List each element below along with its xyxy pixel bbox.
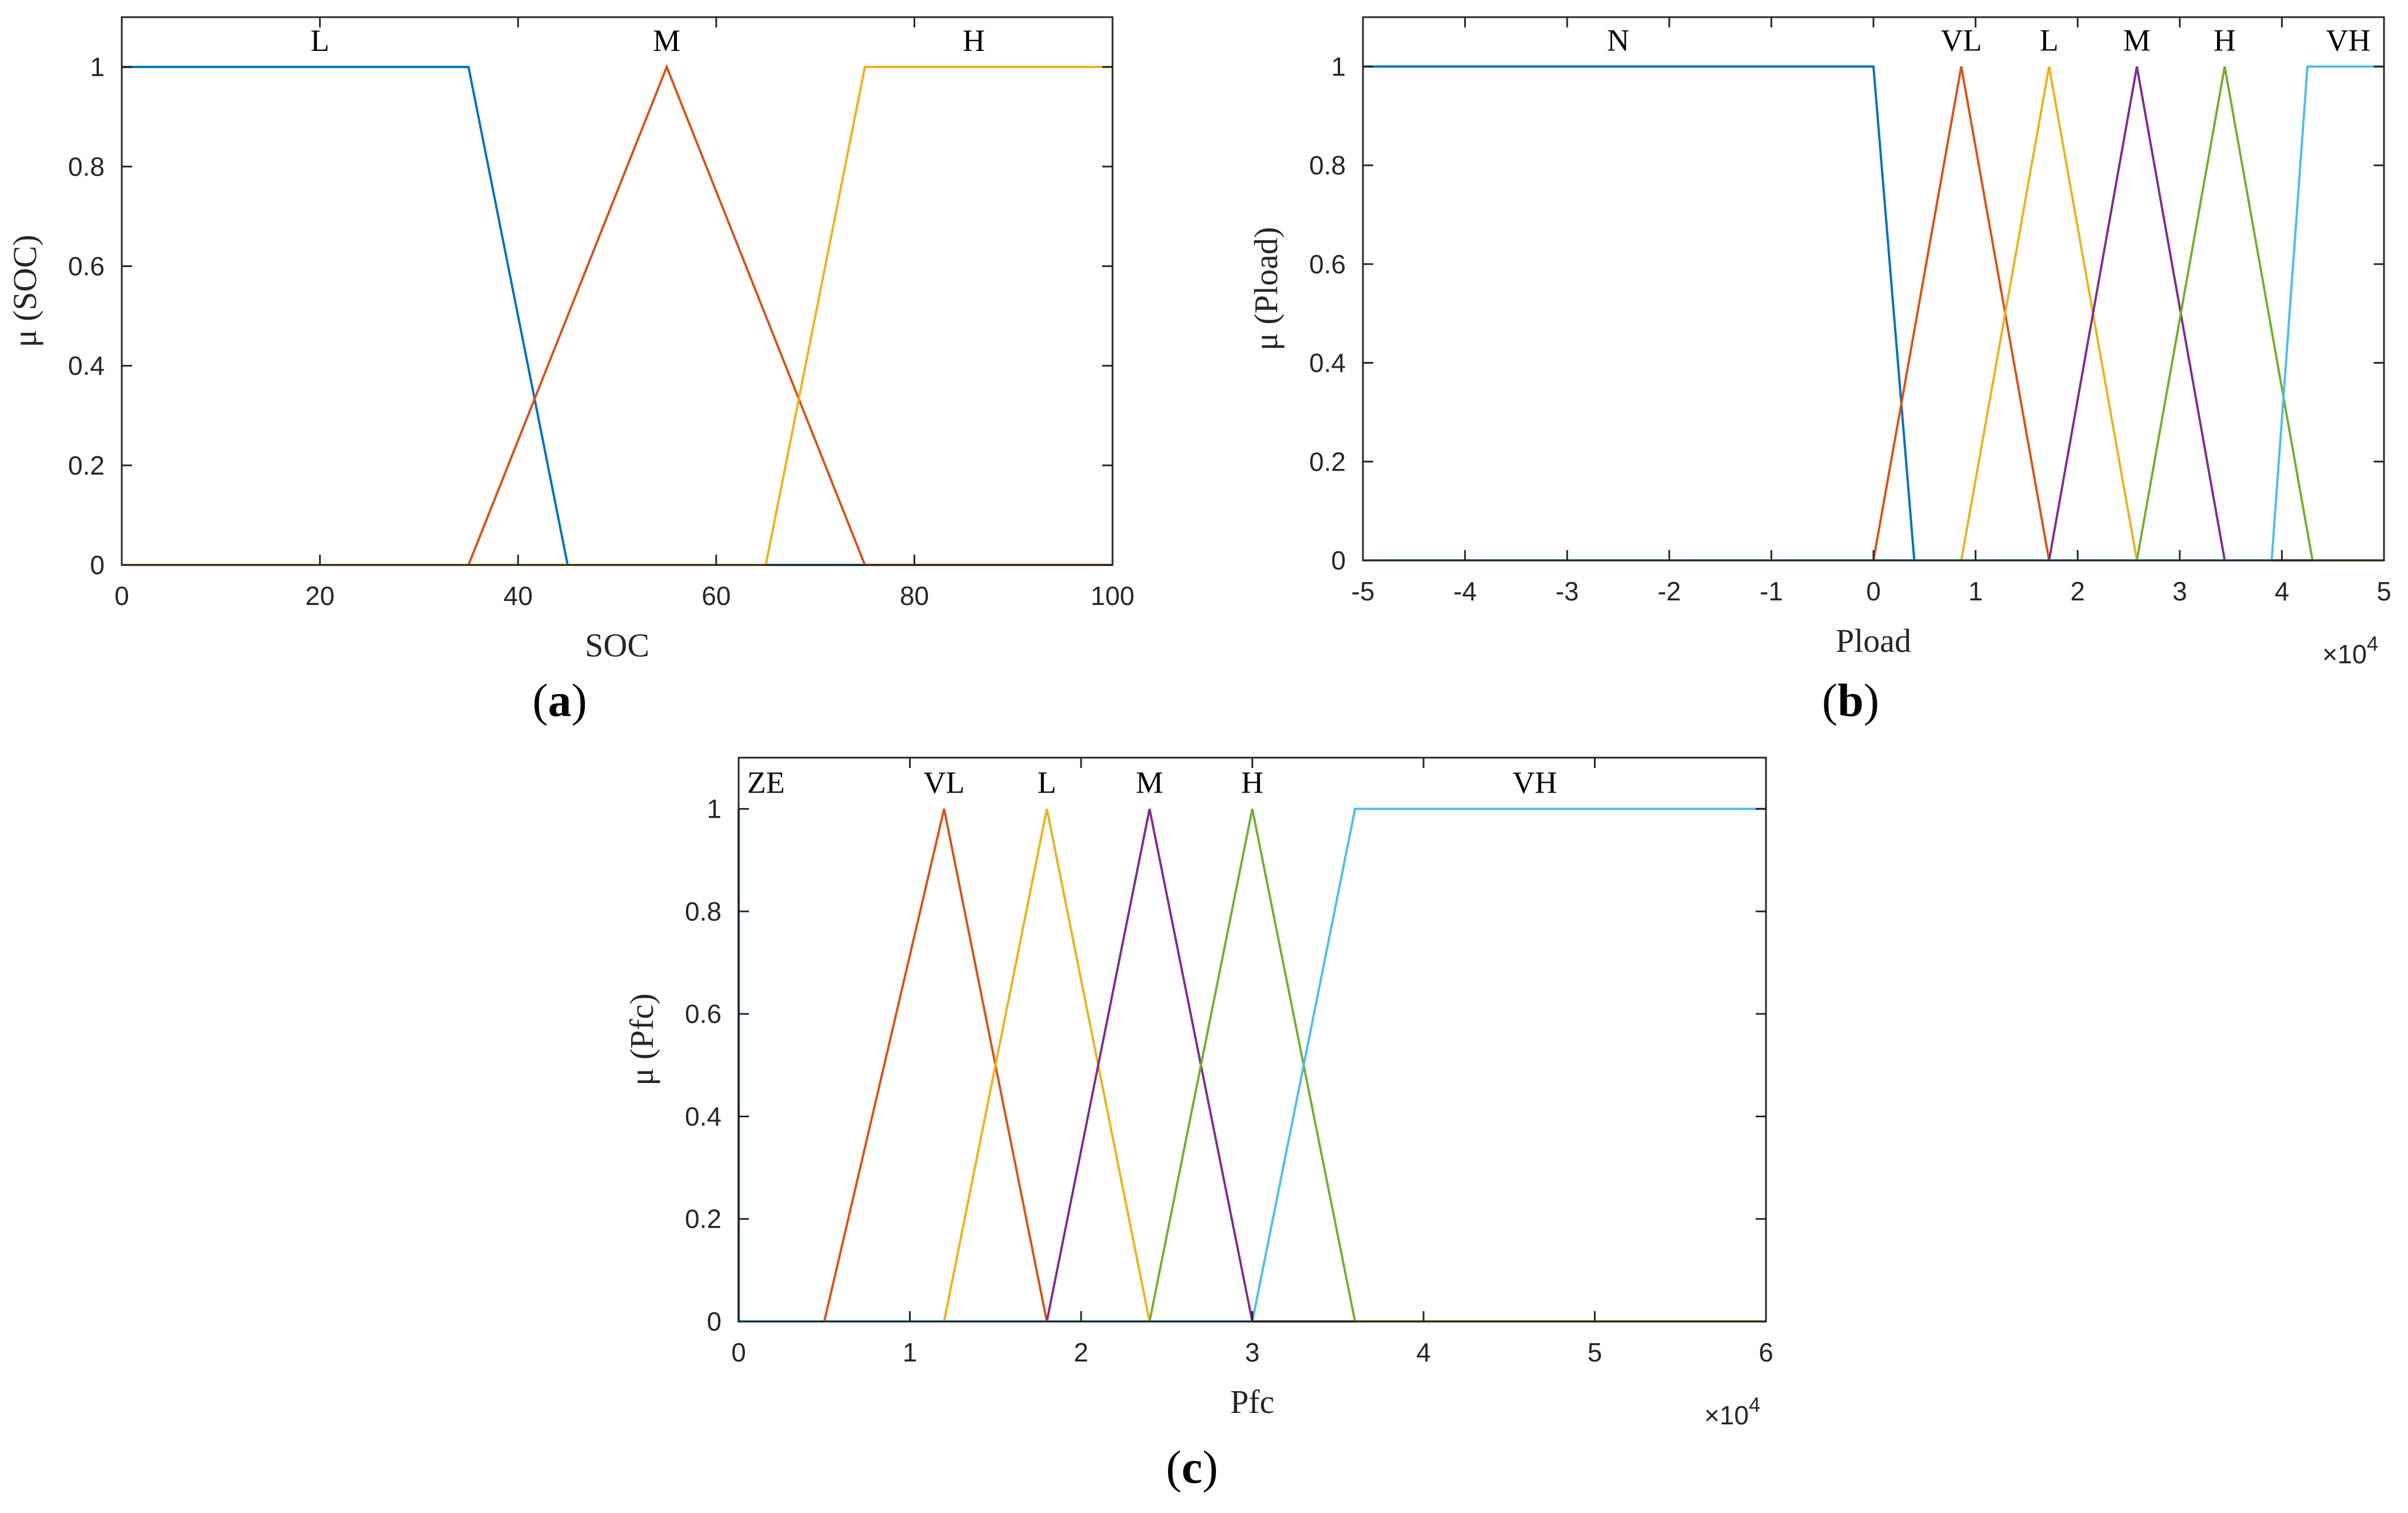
x-tick-label: 100 [1091,581,1135,611]
y-tick-label: 0 [90,550,105,580]
series-line-vl [739,809,1766,1323]
x-tick-label: 3 [2172,576,2187,606]
y-tick-label: 0.4 [68,351,105,381]
x-tick-label: 0 [114,581,129,611]
x-tick-label: 0 [1866,576,1881,606]
y-tick-label: 0.2 [1309,447,1346,476]
plot-frame [737,756,1767,1323]
series-line-l [1363,66,2384,562]
x-tick-label: 80 [900,581,929,611]
x-tick-label: -1 [1760,576,1783,606]
series-line-m [739,809,1766,1323]
series-line-m [122,63,1113,566]
series-label-vl: VL [1941,23,1982,57]
x-tick-label: 0 [731,1337,746,1367]
series-label-n: N [1607,23,1629,57]
x-tick-label: 1 [903,1337,918,1367]
y-tick-label: 0.2 [685,1204,721,1234]
y-tick-label: 0.8 [68,152,105,181]
series-label-vh: VH [1513,766,1557,800]
series-label-h: H [2214,23,2236,57]
series-line-h [1363,66,2384,562]
series-line-vl [1363,66,2384,562]
y-tick-label: 1 [707,794,721,824]
x-tick-label: 4 [2275,576,2290,606]
x-tick-label: 5 [2377,576,2391,606]
x-tick-label: 4 [1416,1337,1431,1367]
y-tick-label: 0.8 [1309,150,1346,180]
x-axis-exponent: ×104 [2322,632,2378,669]
chart-panel-a: 0 20 40 60 80 100 0 0.2 0.4 0.6 0.8 1 SOC μ (SOC) L M H (… [6,16,1135,726]
x-axis-title: Pload [1836,622,1911,659]
panel-label: (b) [1822,674,1879,726]
series-line-l [739,809,1766,1323]
x-tick-label: 60 [701,581,731,611]
series-label-l: L [310,23,329,58]
y-tick-label: 0.6 [685,999,721,1029]
series-line-l [122,66,1113,566]
series-line-vh [1363,65,2384,562]
y-tick-label: 0.4 [685,1101,721,1131]
x-tick-label: -4 [1453,576,1477,606]
x-tick-label: -2 [1657,576,1681,606]
series-line-vh [739,807,1766,1323]
y-tick-label: 0.4 [1309,348,1346,378]
y-tick-label: 0.2 [68,451,105,480]
chart-panel-c: 0 1 2 3 4 5 6 0 0.2 0.4 0.6 0.8 1 Pfc μ (Pfc) ×104 ZE VL L… [623,756,1773,1493]
y-axis-title: μ (SOC) [6,234,43,347]
x-tick-label: -5 [1351,576,1375,606]
panel-label: (a) [532,674,587,726]
x-tick-label: 40 [504,581,533,611]
series-label-h: H [963,23,985,58]
x-tick-label: 6 [1759,1337,1773,1367]
series-line-h [739,809,1766,1323]
x-tick-label: 1 [1968,576,1983,606]
chart-panel-b: -5 -4 -3 -2 -1 0 1 2 3 4 5 0 0.2 0.4 0.6 0.8 1 Pload μ (Pl… [1247,16,2391,726]
series-label-h: H [1241,766,1263,800]
series-line-n [1363,65,2384,562]
panel-label: (c) [1166,1441,1218,1493]
series-line-ze [737,809,1766,1323]
y-tick-label: 1 [1331,51,1346,81]
y-axis-title: μ (Pfc) [623,993,660,1086]
series-label-m: M [1136,766,1163,800]
series-label-m: M [653,23,680,58]
series-label-vh: VH [2326,23,2370,57]
x-tick-label: 2 [2070,576,2085,606]
x-tick-label: 3 [1245,1337,1260,1367]
x-axis-title: Pfc [1230,1383,1274,1420]
series-label-l: L [1038,766,1057,800]
series-line-h [122,66,1113,566]
series-label-l: L [2040,23,2059,57]
series-label-vl: VL [923,766,964,800]
y-tick-label: 0.6 [1309,249,1346,279]
x-axis-title: SOC [585,627,649,664]
x-tick-label: 20 [305,581,334,611]
y-tick-label: 0 [707,1307,721,1336]
x-axis-exponent: ×104 [1704,1393,1760,1430]
x-tick-label: -3 [1556,576,1579,606]
series-line-m [1363,66,2384,562]
x-tick-label: 5 [1588,1337,1602,1367]
plot-frame [121,16,1114,566]
series-label-m: M [2123,23,2151,57]
series-label-ze: ZE [747,766,785,800]
y-tick-label: 1 [90,52,105,82]
x-tick-label: 2 [1074,1337,1089,1367]
y-tick-label: 0.6 [68,251,105,281]
y-axis-title: μ (Pload) [1247,227,1285,351]
y-tick-label: 0.8 [685,897,721,926]
y-tick-label: 0 [1331,546,1346,575]
